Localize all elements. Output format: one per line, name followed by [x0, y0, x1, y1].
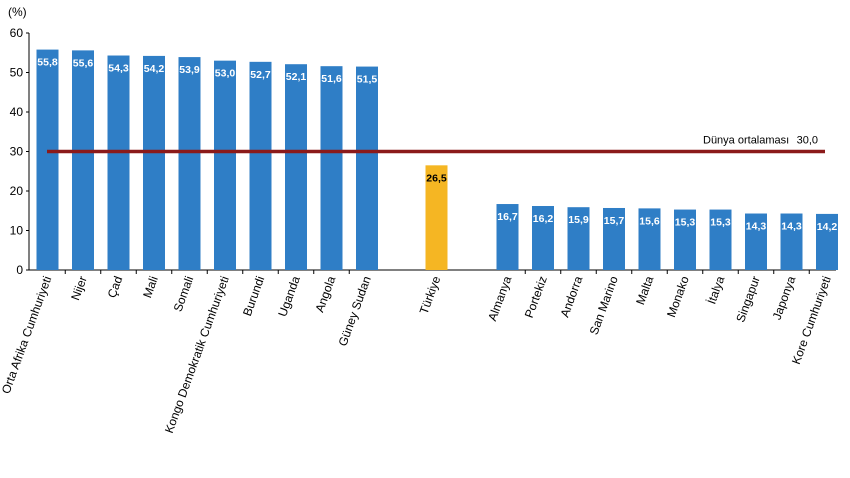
bar: [72, 50, 94, 270]
data-label: 15,6: [639, 215, 660, 227]
data-label: 26,5: [426, 172, 447, 184]
data-label: 52,7: [250, 69, 271, 81]
data-label: 53,0: [215, 68, 236, 80]
data-label: 51,6: [321, 73, 342, 85]
bar: [178, 57, 201, 270]
x-tick-label: Japonya: [770, 274, 799, 322]
y-tick-label: 40: [10, 105, 24, 119]
bar: [496, 204, 519, 270]
bar: [356, 66, 378, 270]
data-label: 16,7: [497, 211, 518, 223]
data-label: 14,3: [746, 221, 767, 233]
data-label: 15,3: [675, 217, 696, 229]
x-tick-label: San Marino: [587, 274, 621, 337]
x-tick-label: Türkiye: [417, 274, 444, 316]
data-label: 51,5: [357, 74, 378, 86]
bar: [143, 55, 165, 270]
reference-line-group: Dünya ortalaması 30,0: [47, 135, 825, 154]
bar: [320, 66, 343, 271]
x-tick-label: Uganda: [275, 274, 303, 319]
data-label: 52,1: [286, 71, 307, 83]
x-tick-label: Almanya: [485, 274, 514, 323]
bar: [709, 209, 732, 270]
bar: [107, 55, 130, 270]
x-tick-label: Orta Afrika Cumhuriyeti: [0, 274, 54, 395]
y-tick-label: 60: [10, 26, 24, 40]
reference-line-value: 30,0: [797, 135, 818, 147]
bar: [567, 207, 590, 270]
y-tick-label: 50: [10, 66, 24, 80]
reference-line-label: Dünya ortalaması: [703, 135, 789, 147]
y-axis-label: (%): [8, 5, 27, 19]
y-tick-label: 10: [10, 224, 24, 238]
bar: [603, 207, 625, 270]
bar: [780, 213, 803, 270]
x-tick-label: Andorra: [558, 274, 586, 319]
x-tick-label: Somali: [171, 274, 197, 313]
data-label: 15,3: [710, 217, 731, 229]
bar: [745, 213, 767, 270]
bar: [532, 206, 554, 270]
data-label: 14,3: [781, 221, 802, 233]
bar: [674, 209, 696, 270]
x-tick-label: İtalya: [704, 274, 727, 306]
bar: [816, 213, 838, 270]
y-tick-label: 0: [16, 263, 23, 277]
data-label: 16,2: [533, 213, 554, 225]
y-ticks: 0 10 20 30 40 50 60: [10, 26, 29, 277]
x-tick-label: Burundi: [240, 274, 267, 318]
value-labels: 55,8 55,6 54,3 54,2 53,9 53,0 52,7 52,1 51,6 51,5…: [37, 57, 837, 233]
x-tick-label: Çad: [105, 274, 126, 299]
x-tick-label: Kore Cumhuriyeti: [789, 274, 834, 366]
category-labels: Orta Afrika Cumhuriyeti Nijer Çad Mali Somal…: [0, 274, 834, 435]
x-tick-label: Angola: [312, 274, 338, 314]
y-tick-label: 20: [10, 184, 24, 198]
x-tick-label: Güney Sudan: [336, 274, 374, 348]
y-tick-label: 30: [10, 145, 24, 159]
x-tick-label: Mali: [140, 274, 161, 299]
data-label: 15,9: [568, 214, 589, 226]
x-tick-label: Portekiz: [522, 274, 550, 320]
data-label: 54,3: [108, 63, 129, 75]
data-label: 55,8: [37, 57, 58, 69]
data-label: 53,9: [179, 64, 200, 76]
x-tick-label: Singapur: [733, 274, 763, 324]
bars: [36, 49, 838, 274]
data-label: 15,7: [604, 215, 625, 227]
data-label: 55,6: [73, 57, 94, 69]
data-label: 54,2: [144, 63, 165, 75]
bar: [214, 60, 236, 271]
bar: [249, 61, 272, 271]
x-tick-label: Kongo Demokratik Cumhuriyeti: [162, 274, 232, 435]
bar: [36, 49, 59, 271]
data-label: 14,2: [817, 221, 838, 233]
x-tick-label: Nijer: [68, 274, 90, 302]
bar: [638, 208, 661, 270]
bar: [285, 64, 307, 270]
bar: [425, 165, 448, 270]
x-tick-label: Monako: [664, 274, 692, 319]
x-tick-label: Malta: [633, 274, 656, 307]
